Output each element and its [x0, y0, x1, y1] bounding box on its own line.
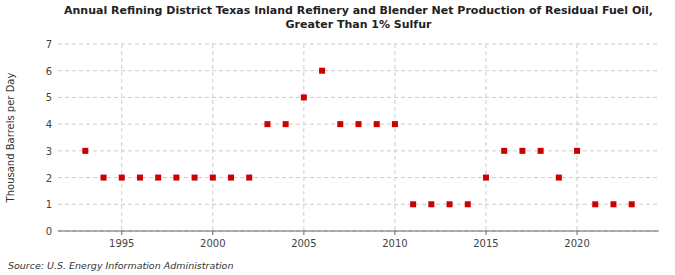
x-tick-label: 2015 [473, 238, 498, 249]
point [501, 148, 507, 154]
y-grid-line [58, 70, 659, 71]
point [119, 175, 125, 181]
point [374, 121, 380, 127]
point [610, 201, 616, 207]
title-line: Greater Than 1% Sulfur [286, 18, 432, 31]
y-tick-label: 7 [46, 39, 52, 50]
x-tick [394, 231, 395, 235]
y-grid-line [58, 150, 659, 151]
y-grid-line [58, 231, 659, 232]
y-grid-line [58, 44, 659, 45]
y-grid-line [58, 177, 659, 178]
x-tick [303, 231, 304, 235]
x-grid-line [485, 44, 486, 231]
x-tick-label: 2005 [291, 238, 316, 249]
y-grid-line [58, 204, 659, 205]
grid [58, 44, 659, 231]
x-grid-line [121, 44, 122, 231]
point [538, 148, 544, 154]
y-tick-label: 2 [46, 173, 52, 184]
point [319, 68, 325, 74]
point [392, 121, 398, 127]
point [246, 175, 252, 181]
point [210, 175, 216, 181]
x-tick [485, 231, 486, 235]
x-grid-line [303, 44, 304, 231]
point [428, 201, 434, 207]
y-tick-label: 6 [46, 66, 52, 77]
x-axis-line [58, 231, 659, 232]
point [574, 148, 580, 154]
y-tick-label: 1 [46, 199, 52, 210]
x-grid-line [212, 44, 213, 231]
title: Annual Refining District Texas Inland Re… [64, 4, 653, 31]
point [356, 121, 362, 127]
chart: Annual Refining District Texas Inland Re… [0, 0, 675, 275]
x-tick [121, 231, 122, 235]
point [592, 201, 598, 207]
point [155, 175, 161, 181]
x-grid-line [577, 44, 578, 231]
point [465, 201, 471, 207]
y-tick-label: 3 [46, 146, 52, 157]
point [447, 201, 453, 207]
point [301, 94, 307, 100]
x-grid-line [394, 44, 395, 231]
point [82, 148, 88, 154]
x-tick [577, 231, 578, 235]
source: Source: U.S. Energy Information Administ… [8, 260, 233, 271]
x-tick-label: 1995 [109, 238, 134, 249]
y-tick-label: 0 [46, 226, 52, 237]
points [82, 68, 634, 208]
y-grid-line [58, 97, 659, 98]
y-tick-label: 5 [46, 92, 52, 103]
x-tick [212, 231, 213, 235]
y-tick-label: 4 [46, 119, 52, 130]
point [264, 121, 270, 127]
y-axis-label: Thousand Barrels per Day [5, 73, 16, 204]
x-tick-label: 2010 [382, 238, 407, 249]
point [556, 175, 562, 181]
point [629, 201, 635, 207]
point [337, 121, 343, 127]
point [483, 175, 489, 181]
point [519, 148, 525, 154]
point [137, 175, 143, 181]
point [192, 175, 198, 181]
x-tick-label: 2020 [564, 238, 589, 249]
x-tick-label: 2000 [200, 238, 225, 249]
point [283, 121, 289, 127]
point [101, 175, 107, 181]
point [173, 175, 179, 181]
point [228, 175, 234, 181]
title-line: Annual Refining District Texas Inland Re… [64, 4, 653, 17]
point [410, 201, 416, 207]
